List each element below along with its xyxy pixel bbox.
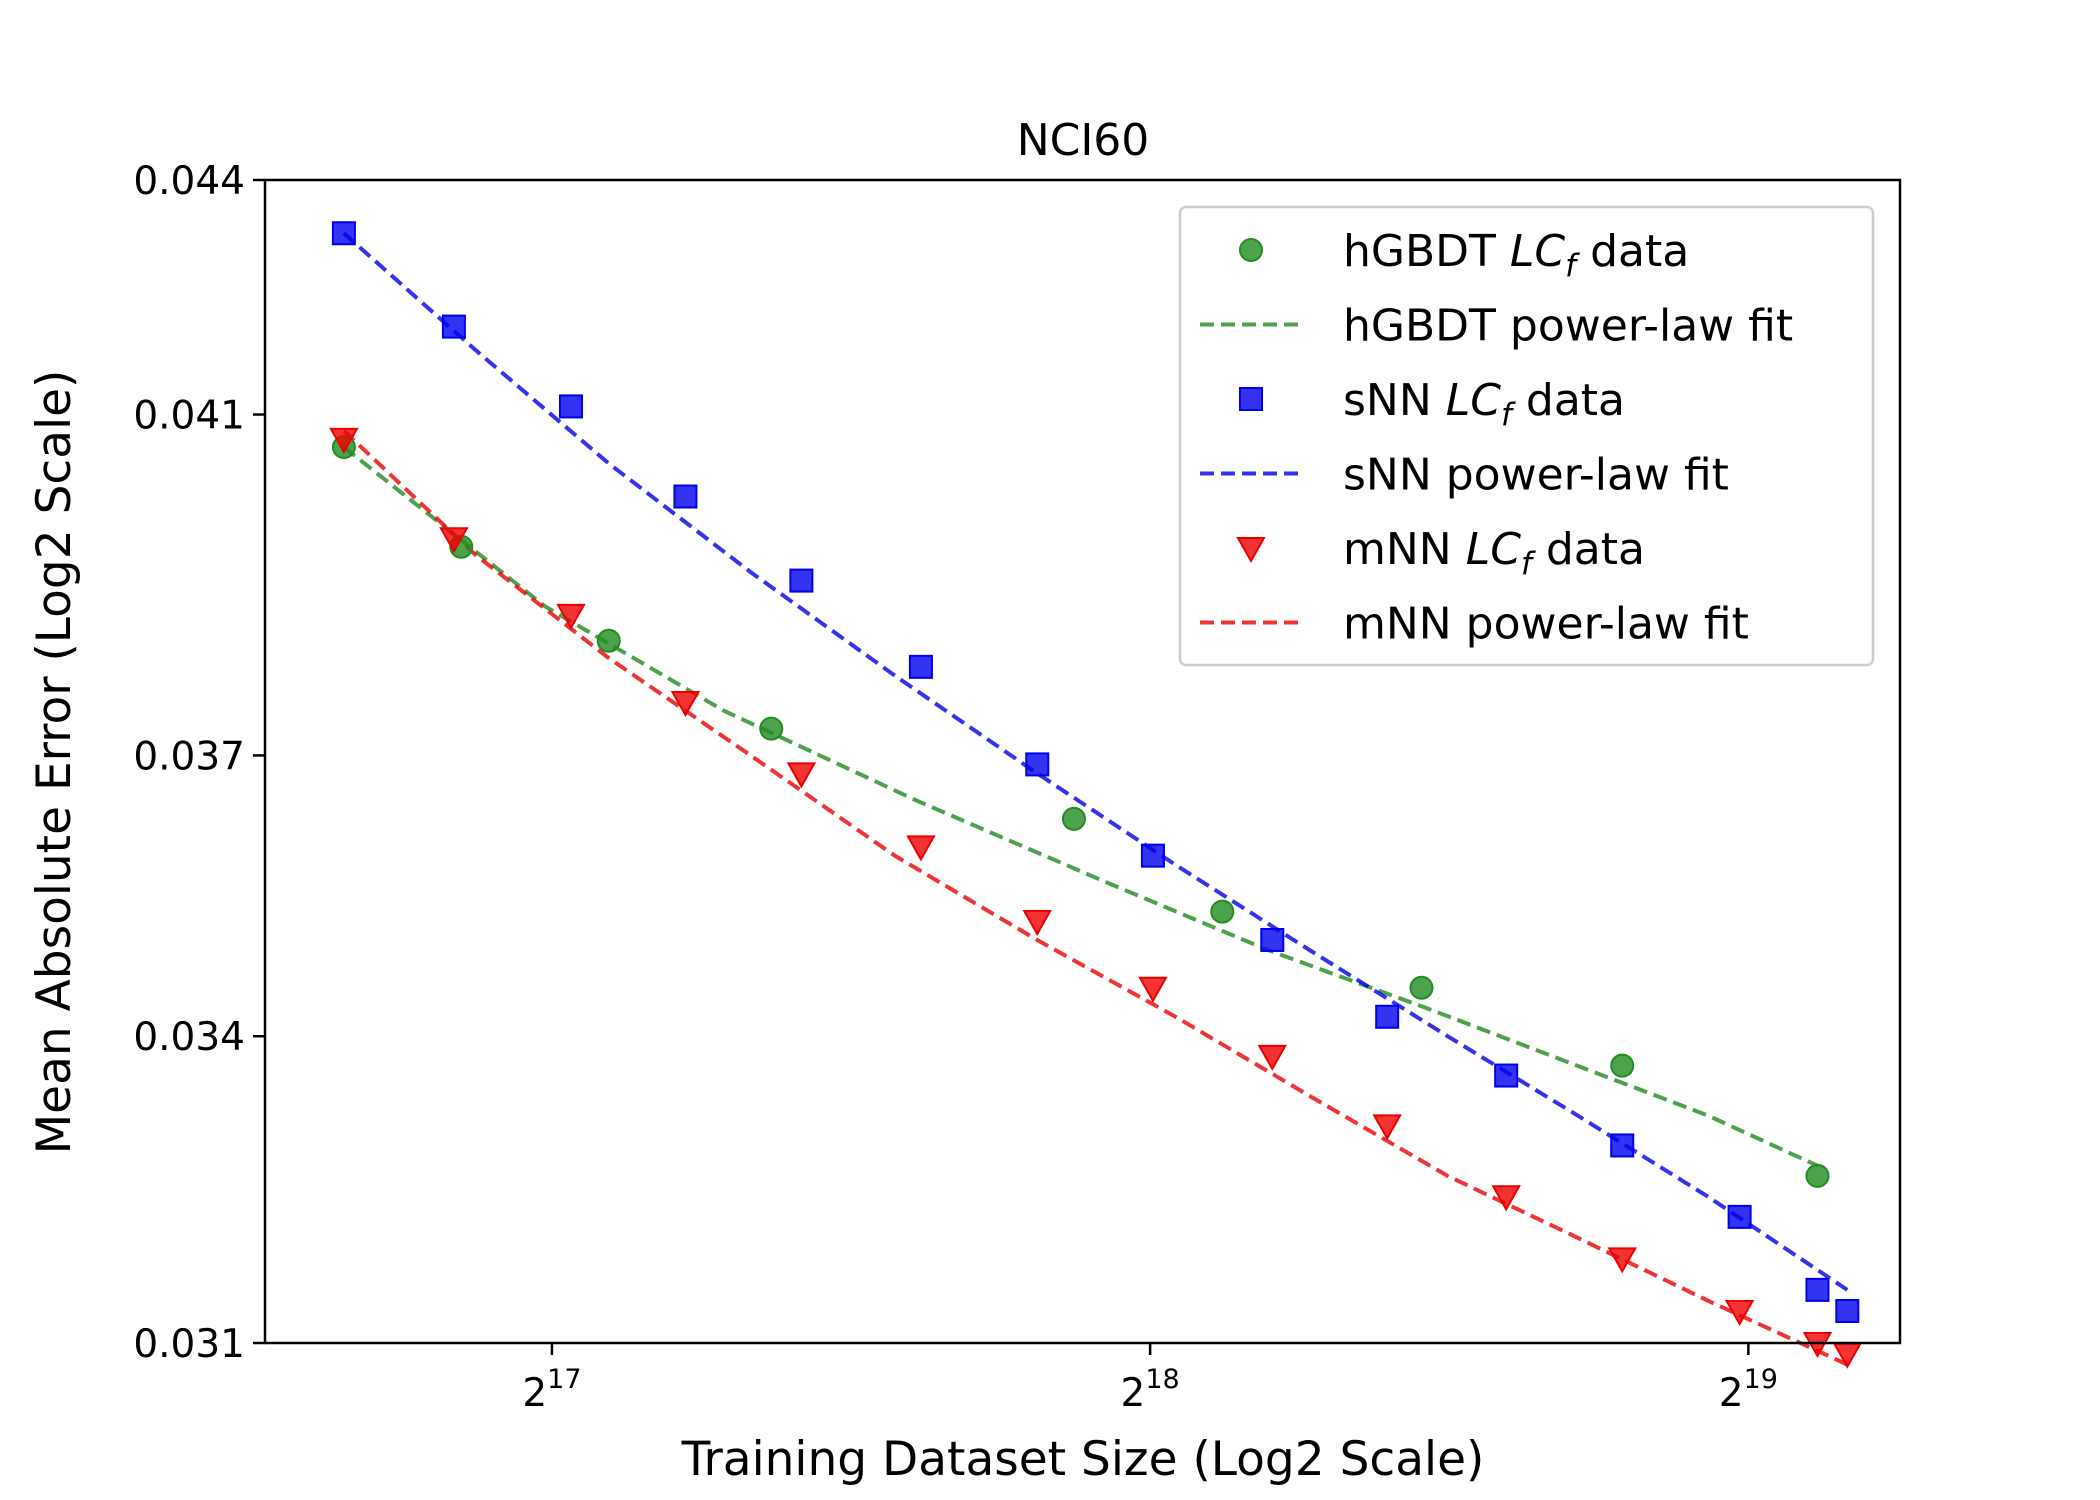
- legend-marker-swatch: [1239, 238, 1263, 262]
- legend-label-prefix: mNN: [1343, 524, 1466, 575]
- y-tick-label: 0.044: [133, 159, 245, 204]
- x-tick-label: 218: [1121, 1364, 1180, 1416]
- data-point-series-0: [1610, 1053, 1635, 1078]
- legend-label-prefix: hGBDT: [1343, 226, 1510, 277]
- x-tick-base: 2: [522, 1371, 547, 1416]
- fit-line-series-3: [342, 231, 1849, 1292]
- data-point-series-4: [1491, 1185, 1521, 1212]
- plot-frame: [263, 178, 1902, 1345]
- data-point-series-2: [1727, 1204, 1752, 1229]
- x-tick-label: 217: [522, 1364, 581, 1416]
- legend-entry: hGBDT power-law fit: [1200, 301, 1793, 352]
- legend-label-suffix: data: [1576, 226, 1689, 277]
- data-point-series-4: [1372, 1114, 1402, 1141]
- legend-label: mNN power-law fit: [1343, 599, 1749, 650]
- plot-area: [329, 221, 1863, 1369]
- data-point-series-0: [1210, 899, 1235, 924]
- data-point-series-2: [908, 654, 933, 679]
- data-point-series-0: [1805, 1163, 1830, 1188]
- y-tick-label: 0.041: [133, 394, 245, 439]
- x-tick-exponent: 19: [1744, 1364, 1778, 1395]
- data-point-series-4: [1138, 976, 1168, 1003]
- y-tick-label: 0.034: [133, 1015, 245, 1060]
- data-point-series-0: [596, 628, 621, 653]
- legend-label-italic: LC: [1466, 524, 1522, 575]
- legend-label-prefix: sNN: [1343, 375, 1446, 426]
- data-point-series-2: [1494, 1063, 1519, 1088]
- data-point-series-2: [558, 394, 583, 419]
- data-point-series-4: [1802, 1332, 1833, 1359]
- legend-label-suffix: data: [1512, 375, 1625, 426]
- y-tick-label: 0.031: [133, 1322, 245, 1367]
- x-tick-label: 219: [1719, 1364, 1778, 1416]
- legend-entry: sNN power-law fit: [1200, 450, 1729, 501]
- data-point-series-2: [1140, 843, 1165, 868]
- legend-label: mNN LCf data: [1343, 524, 1645, 582]
- x-axis: 217 218 219: [522, 1343, 1778, 1416]
- data-point-series-2: [1610, 1133, 1635, 1158]
- legend-marker-swatch: [1239, 387, 1263, 411]
- legend-marker-swatch: [1236, 537, 1266, 564]
- x-tick-base: 2: [1719, 1371, 1744, 1416]
- data-point-series-0: [1409, 975, 1434, 1000]
- data-point-series-4: [329, 427, 359, 454]
- data-point-series-2: [789, 568, 814, 593]
- legend-label: sNN power-law fit: [1343, 450, 1729, 501]
- data-point-series-4: [439, 527, 469, 554]
- legend-entry: mNN power-law fit: [1200, 599, 1749, 650]
- data-point-series-2: [1375, 1004, 1400, 1029]
- legend-entry: hGBDT LCf data: [1239, 226, 1689, 284]
- data-point-series-2: [1835, 1299, 1860, 1324]
- legend-label: hGBDT LCf data: [1343, 226, 1689, 284]
- legend-frame: [1178, 205, 1875, 667]
- y-axis: 0.031 0.034 0.037 0.041 0.044: [133, 159, 265, 1367]
- data-point-series-2: [441, 314, 466, 339]
- data-point-series-2: [1025, 752, 1050, 777]
- data-point-series-4: [670, 691, 701, 718]
- legend: hGBDT LCf data hGBDT power-law fit sNN LCf…: [1178, 205, 1875, 667]
- data-point-series-2: [673, 484, 698, 509]
- data-point-series-0: [759, 716, 784, 741]
- data-point-series-4: [1022, 910, 1052, 937]
- y-axis-title: Mean Absolute Error (Log2 Scale): [27, 370, 82, 1155]
- chart-title: NCI60: [1017, 115, 1150, 166]
- fit-line-series-5: [342, 429, 1849, 1367]
- data-point-series-4: [1607, 1247, 1637, 1274]
- legend-label-italic: LC: [1510, 226, 1566, 277]
- legend-label: hGBDT power-law fit: [1343, 301, 1793, 352]
- y-tick-label: 0.037: [133, 734, 245, 779]
- fit-line-series-1: [342, 445, 1819, 1168]
- data-point-series-4: [906, 835, 936, 862]
- data-point-series-4: [1724, 1300, 1755, 1327]
- x-axis-title: Training Dataset Size (Log2 Scale): [681, 1432, 1485, 1487]
- data-point-series-2: [1260, 927, 1285, 952]
- legend-label: sNN LCf data: [1343, 375, 1625, 433]
- data-point-series-0: [1061, 806, 1086, 831]
- x-tick-exponent: 17: [547, 1364, 581, 1395]
- legend-entry: sNN LCf data: [1239, 375, 1625, 433]
- data-point-series-2: [1805, 1277, 1830, 1302]
- data-point-series-4: [1257, 1044, 1288, 1071]
- data-point-series-2: [331, 221, 356, 246]
- data-point-series-4: [1832, 1342, 1863, 1369]
- legend-label-italic: LC: [1446, 375, 1502, 426]
- legend-label-suffix: data: [1532, 524, 1645, 575]
- x-tick-exponent: 18: [1145, 1364, 1179, 1395]
- data-point-series-4: [786, 762, 817, 789]
- data-point-series-4: [556, 603, 586, 630]
- legend-entry: mNN LCf data: [1236, 524, 1645, 582]
- x-tick-base: 2: [1121, 1371, 1146, 1416]
